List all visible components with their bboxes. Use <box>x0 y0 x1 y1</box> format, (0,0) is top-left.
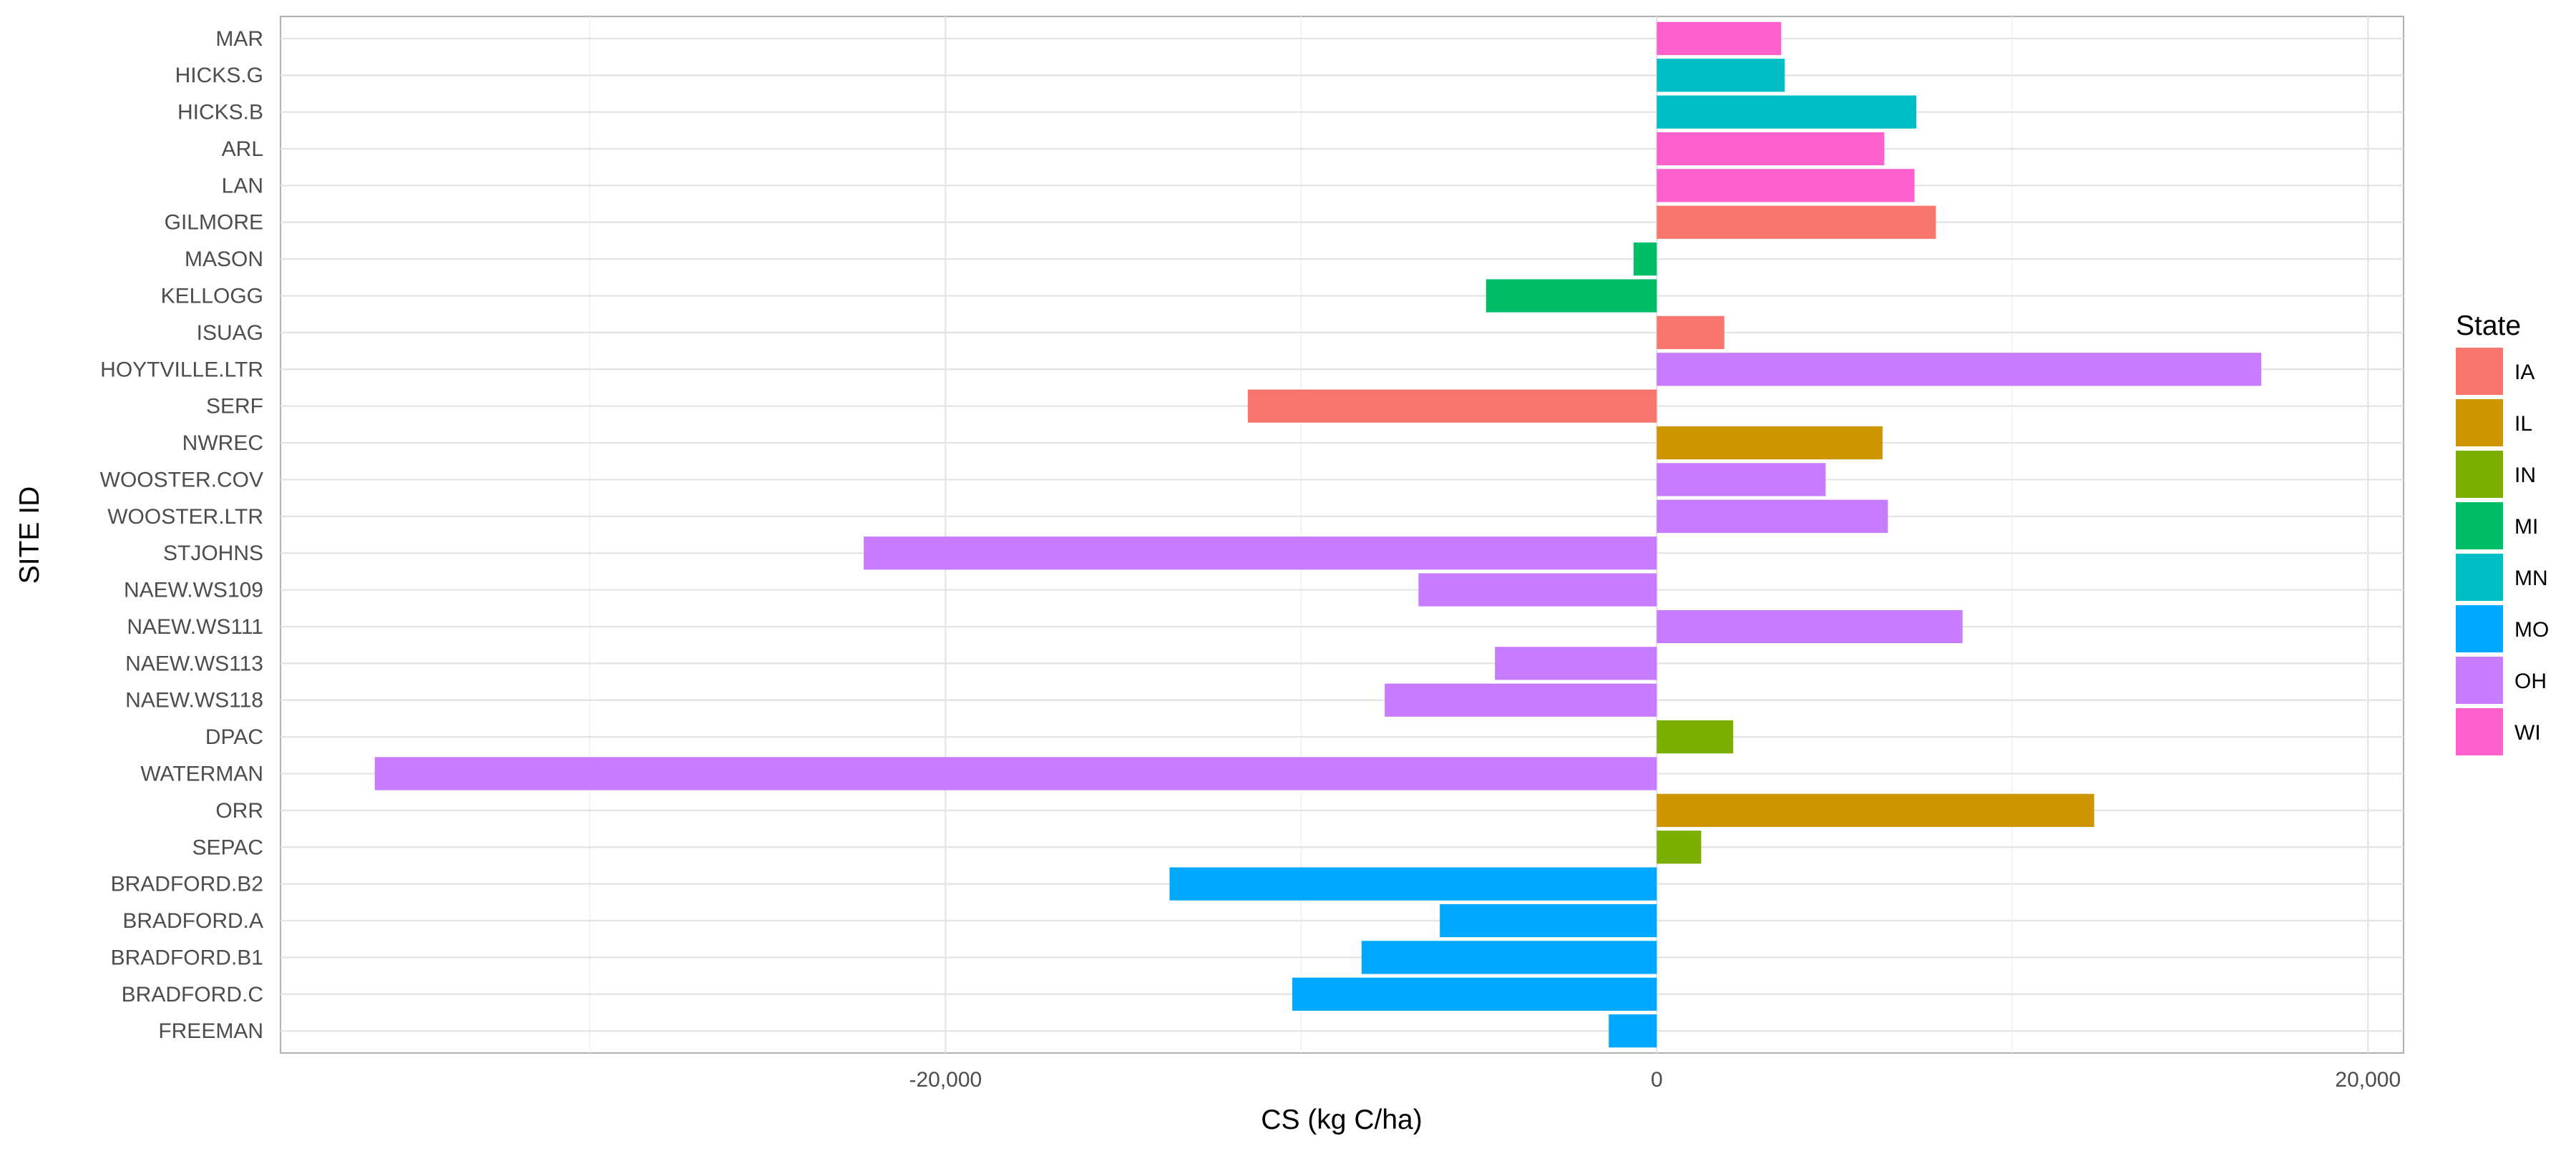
x-tick-label: 0 <box>1651 1068 1663 1092</box>
y-tick-label: NAEW.WS109 <box>124 579 263 602</box>
bar-naew-ws118 <box>1385 683 1657 717</box>
bar-waterman <box>374 757 1657 790</box>
legend-key-mi <box>2456 502 2503 549</box>
y-tick-label: STJOHNS <box>163 542 263 565</box>
y-tick-label: HICKS.G <box>175 64 263 87</box>
y-tick-label: HICKS.B <box>177 101 263 124</box>
bar-nwrec <box>1657 426 1883 460</box>
y-tick-label: NAEW.WS118 <box>125 689 263 712</box>
bar-arl <box>1657 132 1885 166</box>
y-tick-label: NAEW.WS111 <box>127 615 263 639</box>
legend-key-il <box>2456 399 2503 446</box>
legend-key-mn <box>2456 554 2503 601</box>
y-tick-label: ISUAG <box>197 321 263 345</box>
y-tick-label: LAN <box>222 174 263 197</box>
bar-wooster-ltr <box>1657 499 1888 533</box>
bar-hicks-b <box>1657 95 1917 129</box>
legend-label-mn: MN <box>2514 567 2548 590</box>
bar-orr <box>1657 793 2094 827</box>
legend-key-mo <box>2456 605 2503 652</box>
x-tick-label: 20,000 <box>2335 1068 2401 1092</box>
bar-kellogg <box>1485 279 1657 313</box>
legend-label-mo: MO <box>2514 618 2549 642</box>
y-tick-label: ARL <box>222 137 263 161</box>
y-axis-tick-labels: MAR HICKS.G HICKS.B ARL LAN GILMORE MASON KELLO… <box>100 27 263 1043</box>
x-axis-tick-labels: -20,000 0 20,000 <box>909 1068 2401 1092</box>
y-tick-label: BRADFORD.B2 <box>111 873 263 896</box>
bar-naew-ws109 <box>1418 573 1657 607</box>
bar-gilmore <box>1657 205 1936 239</box>
bar-dpac <box>1657 720 1734 754</box>
legend-title: State <box>2456 310 2521 341</box>
y-tick-label: WOOSTER.COV <box>100 468 263 491</box>
major-gridlines <box>280 16 2404 1053</box>
y-tick-label: KELLOGG <box>161 285 263 308</box>
bar-bradford-b2 <box>1169 867 1657 901</box>
legend-key-in <box>2456 451 2503 498</box>
legend-key-wi <box>2456 708 2503 755</box>
y-tick-label: GILMORE <box>165 211 263 235</box>
y-tick-label: ORR <box>215 799 263 823</box>
bar-bradford-a <box>1440 903 1657 938</box>
bar-naew-ws111 <box>1657 609 1963 644</box>
legend: State IA IL IN MI MN MO OH WI <box>2456 310 2549 755</box>
y-tick-label: MASON <box>185 248 263 271</box>
y-tick-label: SERF <box>206 395 263 418</box>
bar-freeman <box>1609 1014 1657 1048</box>
y-tick-label: BRADFORD.A <box>122 909 263 933</box>
legend-key-oh <box>2456 657 2503 704</box>
bar-mason <box>1634 243 1657 276</box>
bar-bradford-c <box>1292 977 1657 1011</box>
bar-hicks-g <box>1657 59 1785 92</box>
legend-label-mi: MI <box>2514 515 2538 539</box>
legend-label-il: IL <box>2514 412 2532 436</box>
bar-mar <box>1657 21 1782 55</box>
x-axis-title: CS (kg C/ha) <box>1261 1105 1422 1135</box>
bar-serf <box>1247 389 1657 423</box>
y-tick-label: MAR <box>215 27 263 51</box>
bar-lan <box>1657 169 1915 202</box>
legend-label-oh: OH <box>2514 670 2547 693</box>
x-tick-label: -20,000 <box>909 1068 982 1092</box>
bar-wooster-cov <box>1657 463 1826 496</box>
bar-stjohns <box>864 537 1657 570</box>
y-tick-label: BRADFORD.B1 <box>111 946 263 969</box>
legend-label-ia: IA <box>2514 361 2534 384</box>
bar-isuag <box>1657 315 1724 350</box>
y-tick-label: FREEMAN <box>158 1019 263 1043</box>
bar-bradford-b1 <box>1361 941 1657 974</box>
y-tick-label: WATERMAN <box>140 762 263 785</box>
bar-sepac <box>1657 831 1702 864</box>
y-tick-label: BRADFORD.C <box>122 983 263 1006</box>
y-tick-label: HOYTVILLE.LTR <box>100 358 263 381</box>
bar-hoytville-ltr <box>1657 353 2262 386</box>
y-tick-label: SEPAC <box>192 836 263 859</box>
legend-label-in: IN <box>2514 464 2536 487</box>
legend-key-ia <box>2456 348 2503 395</box>
legend-label-wi: WI <box>2514 721 2541 745</box>
y-tick-label: WOOSTER.LTR <box>107 505 263 529</box>
bars <box>374 21 2262 1048</box>
bar-naew-ws113 <box>1495 647 1657 680</box>
y-tick-label: NWREC <box>182 431 263 455</box>
y-tick-label: NAEW.WS113 <box>125 652 263 675</box>
y-axis-title: SITE ID <box>14 486 45 584</box>
y-tick-label: DPAC <box>205 725 263 749</box>
